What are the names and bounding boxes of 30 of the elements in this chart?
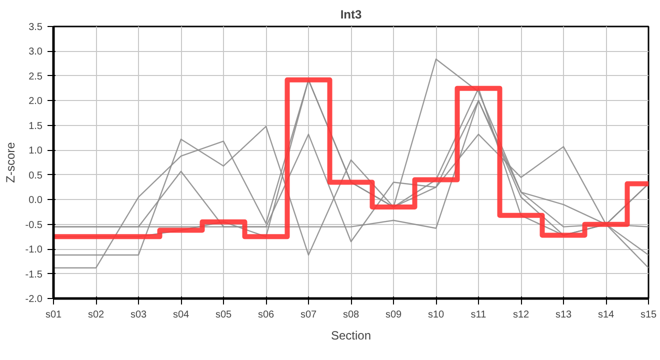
x-tick-label: s15	[640, 310, 657, 320]
y-tick-label: -0.5	[25, 220, 43, 231]
y-tick-label: 3.5	[28, 22, 43, 33]
y-tick-label: 3.0	[28, 46, 43, 58]
y-tick-label: 2.5	[28, 71, 43, 82]
x-tick-label: s07	[300, 310, 317, 320]
x-tick-label: s02	[88, 310, 104, 320]
y-tick-label: -1.5	[25, 269, 43, 280]
x-tick-label: s06	[258, 310, 274, 320]
y-tick-label: -1.0	[25, 244, 43, 256]
y-axis-title: Z-score	[3, 142, 18, 183]
y-tick-label: 1.5	[28, 120, 43, 132]
x-tick-label: s05	[215, 310, 232, 320]
y-tick-label: 2.0	[28, 96, 43, 108]
y-tick-label: 0.5	[28, 170, 43, 182]
x-tick-label: s13	[555, 310, 572, 320]
x-tick-label: s14	[598, 310, 614, 320]
x-tick-label: s12	[512, 310, 530, 320]
x-tick-label: s09	[385, 310, 402, 320]
x-tick-label: s08	[342, 310, 360, 320]
y-tick-label: -2.0	[25, 294, 43, 305]
y-tick-label: 1.0	[28, 146, 43, 157]
x-tick-label: s03	[130, 310, 147, 320]
x-tick-label: s10	[428, 310, 444, 320]
chart-title: Int3	[340, 8, 362, 22]
x-tick-label: s11	[470, 310, 487, 320]
x-axis-title: Section	[330, 328, 372, 342]
y-tick-label: 0.0	[28, 195, 43, 206]
x-tick-label: s04	[172, 310, 190, 320]
x-tick-label: s01	[45, 310, 62, 320]
